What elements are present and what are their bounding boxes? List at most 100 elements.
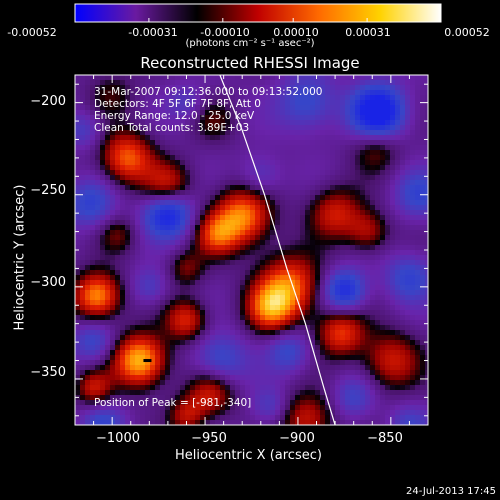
heatmap-cell: [185, 240, 191, 246]
heatmap-cell: [255, 215, 261, 221]
heatmap-cell: [185, 365, 191, 371]
heatmap-cell: [155, 120, 161, 126]
heatmap-cell: [220, 300, 226, 306]
heatmap-cell: [100, 410, 106, 416]
heatmap-cell: [245, 410, 251, 416]
heatmap-cell: [150, 195, 156, 201]
heatmap-cell: [295, 160, 301, 166]
heatmap-cell: [90, 295, 96, 301]
heatmap-cell: [310, 150, 316, 156]
heatmap-cell: [355, 400, 361, 406]
heatmap-cell: [140, 360, 146, 366]
heatmap-cell: [360, 370, 366, 376]
heatmap-cell: [365, 220, 371, 226]
heatmap-cell: [250, 405, 256, 411]
heatmap-cell: [160, 320, 166, 326]
heatmap-cell: [365, 235, 371, 241]
heatmap-cell: [105, 250, 111, 256]
heatmap-cell: [290, 370, 296, 376]
heatmap-cell: [110, 95, 116, 101]
heatmap-cell: [300, 125, 306, 131]
heatmap-cell: [110, 235, 116, 241]
heatmap-cell: [135, 255, 141, 261]
heatmap-cell: [270, 335, 276, 341]
heatmap-cell: [175, 155, 181, 161]
heatmap-cell: [210, 100, 216, 106]
heatmap-cell: [330, 230, 336, 236]
heatmap-cell: [325, 195, 331, 201]
heatmap-cell: [380, 170, 386, 176]
heatmap-cell: [285, 325, 291, 331]
heatmap-cell: [255, 420, 261, 425]
heatmap-cell: [160, 80, 166, 86]
heatmap-cell: [185, 270, 191, 276]
heatmap-cell: [185, 390, 191, 396]
heatmap-cell: [125, 155, 131, 161]
heatmap-cell: [205, 350, 211, 356]
heatmap-cell: [340, 260, 346, 266]
heatmap-cell: [85, 380, 91, 386]
heatmap-cell: [120, 245, 126, 251]
heatmap-cell: [95, 350, 101, 356]
heatmap-cell: [295, 155, 301, 161]
heatmap-cell: [95, 355, 101, 361]
heatmap-cell: [255, 165, 261, 171]
heatmap-cell: [375, 165, 381, 171]
heatmap-cell: [325, 120, 331, 126]
heatmap-cell: [425, 410, 428, 416]
heatmap-cell: [270, 310, 276, 316]
heatmap-cell: [195, 270, 201, 276]
heatmap-cell: [350, 405, 356, 411]
heatmap-cell: [145, 375, 151, 381]
heatmap-cell: [170, 335, 176, 341]
heatmap-cell: [160, 105, 166, 111]
heatmap-cell: [250, 330, 256, 336]
heatmap-cell: [275, 370, 281, 376]
heatmap-cell: [220, 345, 226, 351]
heatmap-cell: [115, 125, 121, 131]
heatmap-cell: [110, 270, 116, 276]
heatmap-cell: [85, 185, 91, 191]
heatmap-cell: [405, 270, 411, 276]
heatmap-cell: [310, 360, 316, 366]
heatmap-cell: [85, 310, 91, 316]
heatmap-cell: [365, 315, 371, 321]
heatmap-cell: [310, 310, 316, 316]
heatmap-cell: [320, 105, 326, 111]
heatmap-cell: [365, 365, 371, 371]
heatmap-cell: [420, 85, 426, 91]
heatmap-cell: [380, 240, 386, 246]
heatmap-cell: [290, 150, 296, 156]
heatmap-cell: [115, 130, 121, 136]
heatmap-cell: [335, 185, 341, 191]
heatmap-cell: [375, 135, 381, 141]
heatmap-cell: [280, 365, 286, 371]
heatmap-cell: [255, 250, 261, 256]
heatmap-cell: [325, 385, 331, 391]
heatmap-cell: [285, 365, 291, 371]
heatmap-cell: [165, 390, 171, 396]
heatmap-cell: [135, 195, 141, 201]
heatmap-cell: [295, 355, 301, 361]
heatmap-cell: [115, 120, 121, 126]
heatmap-cell: [135, 295, 141, 301]
heatmap-cell: [360, 240, 366, 246]
heatmap-cell: [215, 155, 221, 161]
heatmap-cell: [255, 105, 261, 111]
heatmap-cell: [405, 120, 411, 126]
heatmap-cell: [360, 280, 366, 286]
heatmap-cell: [85, 300, 91, 306]
heatmap-cell: [325, 150, 331, 156]
heatmap-cell: [330, 140, 336, 146]
heatmap-cell: [260, 255, 266, 261]
heatmap-cell: [240, 300, 246, 306]
heatmap-cell: [365, 320, 371, 326]
heatmap-cell: [145, 180, 151, 186]
heatmap-cell: [210, 225, 216, 231]
heatmap-cell: [260, 345, 266, 351]
heatmap-cell: [375, 150, 381, 156]
heatmap-cell: [190, 155, 196, 161]
heatmap-cell: [350, 290, 356, 296]
heatmap-cell: [255, 230, 261, 236]
heatmap-cell: [255, 95, 261, 101]
